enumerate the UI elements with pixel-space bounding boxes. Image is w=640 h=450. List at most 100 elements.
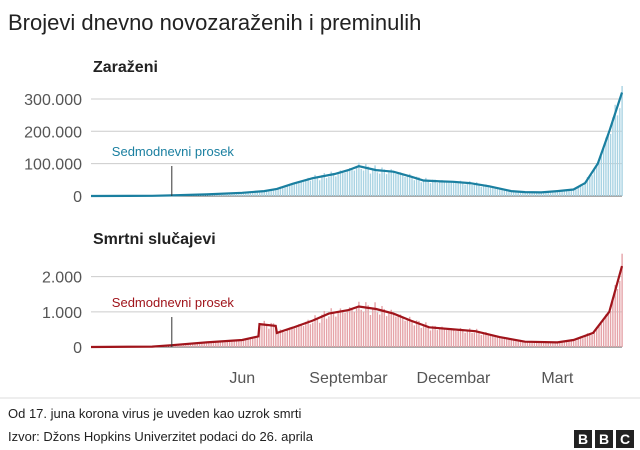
deaths-daily-bar <box>231 341 233 347</box>
cases-daily-bar <box>554 191 556 196</box>
deaths-daily-bar <box>265 325 268 347</box>
deaths-y-tick-label: 1.000 <box>42 305 82 322</box>
deaths-daily-bar <box>549 342 552 347</box>
deaths-daily-bar <box>429 330 432 347</box>
cases-daily-bar <box>572 189 575 196</box>
deaths-daily-bar <box>575 340 577 347</box>
deaths-daily-bar <box>365 302 367 347</box>
deaths-daily-bar <box>261 325 263 347</box>
cases-daily-bar <box>471 184 473 196</box>
deaths-daily-bar <box>586 333 589 347</box>
cases-daily-bar <box>335 176 337 196</box>
chart-title: Brojevi dnevno novozaraženih i preminuli… <box>8 10 421 35</box>
cases-daily-bar <box>492 186 494 196</box>
cases-daily-bar <box>499 188 501 196</box>
deaths-daily-bar <box>374 302 376 347</box>
deaths-daily-bar <box>552 342 554 347</box>
deaths-daily-bar <box>282 331 284 347</box>
source-note: Izvor: Džons Hopkins Univerzitet podaci … <box>8 429 314 444</box>
deaths-daily-bar <box>455 330 457 347</box>
deaths-daily-bar <box>524 342 526 347</box>
cases-daily-bar <box>325 178 328 196</box>
cases-daily-bar <box>369 173 372 196</box>
cases-daily-bar <box>411 177 413 196</box>
deaths-daily-bar <box>561 341 563 347</box>
deaths-daily-bar <box>325 318 328 347</box>
cases-daily-bar <box>616 115 619 196</box>
deaths-daily-bar <box>436 330 439 347</box>
deaths-daily-bar <box>466 329 469 347</box>
deaths-daily-bar <box>591 334 593 347</box>
cases-panel: Zaraženi 0 100.000 200.000 300.000 Sedmodne… <box>24 59 624 206</box>
cases-daily-bar <box>397 173 399 196</box>
cases-daily-bar <box>348 167 351 196</box>
cases-daily-bar <box>316 177 319 196</box>
deaths-daily-bar <box>293 328 295 347</box>
cases-y-tick-label: 0 <box>73 189 82 206</box>
deaths-daily-bar <box>367 305 369 347</box>
deaths-daily-bar <box>328 316 330 347</box>
cases-daily-bar <box>517 191 519 196</box>
cases-daily-bar <box>579 184 582 196</box>
deaths-daily-bar <box>499 337 501 347</box>
cases-daily-bar <box>475 182 478 196</box>
deaths-daily-bar <box>404 320 406 347</box>
cases-daily-bar <box>415 176 418 196</box>
cases-daily-bar <box>351 168 353 196</box>
deaths-daily-bar <box>245 338 247 347</box>
cases-daily-bar <box>563 189 566 196</box>
cases-daily-bar <box>256 191 259 196</box>
deaths-y-tick-labels: 0 1.000 2.000 <box>42 270 82 357</box>
deaths-daily-bar <box>492 334 494 347</box>
cases-daily-bar <box>404 176 406 196</box>
deaths-daily-bar <box>420 327 422 347</box>
deaths-daily-bar <box>358 301 360 347</box>
cases-daily-bar <box>450 180 452 196</box>
cases-daily-bar <box>425 177 427 196</box>
deaths-daily-bar <box>508 339 510 347</box>
deaths-daily-bar <box>598 326 600 347</box>
deaths-daily-bar <box>390 309 392 347</box>
cases-daily-bar <box>247 192 249 196</box>
deaths-daily-bar <box>272 323 275 347</box>
cases-daily-bar <box>420 182 422 196</box>
cases-daily-bar <box>258 192 261 196</box>
deaths-daily-bar <box>210 342 212 347</box>
deaths-daily-bar <box>505 338 508 347</box>
cases-daily-bar <box>422 181 425 196</box>
cases-daily-bar <box>314 174 316 196</box>
deaths-daily-bar <box>612 297 614 347</box>
cases-daily-bar <box>519 191 522 196</box>
deaths-daily-bar <box>614 285 616 347</box>
deaths-daily-bar <box>596 326 598 347</box>
deaths-daily-bar <box>469 328 471 347</box>
deaths-daily-bar <box>378 314 381 347</box>
deaths-daily-bar <box>529 341 531 347</box>
x-tick-label: Septembar <box>309 370 388 387</box>
deaths-daily-bar <box>584 336 586 347</box>
cases-daily-bar <box>254 191 256 196</box>
cases-y-tick-label: 100.000 <box>24 157 82 174</box>
cases-daily-bar <box>494 187 496 196</box>
cases-daily-bar <box>524 192 526 196</box>
cases-daily-bar <box>602 146 605 196</box>
cases-daily-bar <box>413 180 416 196</box>
cases-daily-bar <box>286 185 289 196</box>
cases-daily-bar <box>291 184 293 196</box>
deaths-daily-bar <box>427 327 429 347</box>
cases-daily-bar <box>390 169 392 196</box>
cases-daily-bar <box>275 190 277 196</box>
deaths-daily-bar <box>422 326 425 347</box>
deaths-daily-bar <box>194 343 196 347</box>
deaths-daily-bar <box>362 311 365 347</box>
deaths-daily-bar <box>339 308 342 347</box>
cases-daily-bar <box>478 184 480 196</box>
cases-daily-bar <box>508 190 510 196</box>
cases-daily-bar <box>288 184 291 196</box>
cases-daily-bar <box>330 171 332 196</box>
cases-daily-bar <box>342 172 344 196</box>
cases-daily-bar <box>372 169 374 196</box>
deaths-daily-bar <box>219 340 222 347</box>
deaths-daily-bar <box>542 341 545 347</box>
